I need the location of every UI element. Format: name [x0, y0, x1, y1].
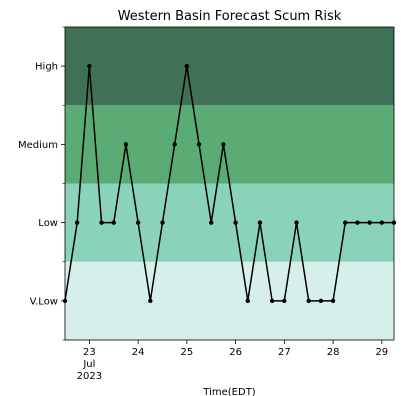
x-tick-year: 2023: [77, 371, 102, 382]
data-point: [87, 63, 92, 69]
data-point: [99, 220, 104, 225]
x-tick-label: 27: [278, 347, 291, 358]
risk-band: [65, 261, 394, 340]
data-point: [379, 220, 385, 225]
data-point: [391, 220, 397, 225]
risk-band: [65, 183, 394, 262]
data-point: [172, 142, 177, 147]
series-line: [62, 63, 397, 304]
x-tick-label: 24: [132, 347, 145, 358]
risk-band: [65, 27, 394, 106]
y-tick-label: Low: [38, 218, 58, 229]
series-line-path: [64, 65, 394, 302]
x-tick-label: 23: [83, 347, 96, 358]
data-point: [123, 142, 129, 147]
data-point: [318, 298, 324, 304]
y-tick-label: V.Low: [30, 296, 58, 307]
x-tick-label: 26: [229, 347, 242, 358]
data-point: [282, 298, 287, 304]
data-point: [367, 220, 372, 225]
data-point: [160, 220, 165, 225]
data-point: [269, 298, 275, 304]
risk-band: [65, 105, 394, 184]
risk-bands: [65, 27, 394, 340]
data-point: [74, 220, 80, 225]
data-point: [184, 63, 190, 69]
data-point: [135, 220, 141, 225]
data-point: [245, 298, 250, 304]
x-tick-month: Jul: [82, 359, 95, 370]
data-point: [343, 220, 348, 225]
x-axis-label: Time(EDT): [202, 387, 256, 396]
data-point: [330, 298, 336, 304]
data-point: [111, 220, 116, 225]
x-tick-label: 29: [375, 347, 388, 358]
data-point: [233, 220, 238, 225]
y-tick-label: Medium: [18, 140, 58, 151]
data-point: [209, 220, 214, 225]
x-tick-label: 28: [327, 347, 340, 358]
y-axis: V.Low Low Medium High: [18, 26, 65, 341]
x-tick-label: 25: [180, 347, 193, 358]
data-point: [148, 298, 153, 304]
data-point: [294, 220, 299, 225]
chart-title: Western Basin Forecast Scum Risk: [118, 9, 342, 24]
data-point: [257, 220, 263, 225]
data-point: [196, 142, 202, 147]
data-point: [62, 298, 68, 304]
y-tick-label: High: [35, 62, 58, 73]
data-point: [306, 298, 311, 304]
data-point: [355, 220, 360, 225]
data-point: [221, 142, 226, 147]
